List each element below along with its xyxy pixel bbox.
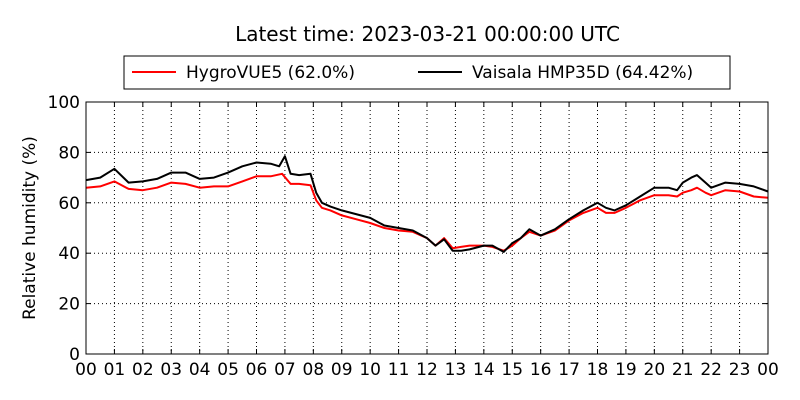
series-layer	[85, 155, 769, 253]
series-line-2	[85, 155, 769, 253]
x-tick-label: 23	[729, 360, 751, 380]
x-tick-label: 00	[757, 360, 779, 380]
y-tick-label: 40	[58, 244, 80, 264]
x-tick-label: 17	[558, 360, 580, 380]
x-tick-label: 10	[359, 360, 381, 380]
legend-label-2: Vaisala HMP35D (64.42%)	[472, 63, 693, 83]
x-tick-label: 07	[274, 360, 296, 380]
x-tick-label: 20	[644, 360, 666, 380]
x-tick-label: 13	[445, 360, 467, 380]
x-tick-label: 21	[672, 360, 694, 380]
x-tick-label: 03	[160, 360, 182, 380]
x-tick-labels: 00 01 02 03 04 05 06 07 08 09 10 11 12 13 14 15 16 17 18 19…	[75, 360, 779, 380]
grid	[86, 102, 768, 354]
x-tick-label: 04	[189, 360, 211, 380]
y-tick-labels: 0 20 40 60 80 100	[48, 93, 80, 365]
x-tick-label: 19	[615, 360, 637, 380]
x-tick-label: 16	[530, 360, 552, 380]
y-tick-label: 0	[69, 345, 80, 365]
legend-label-1: HygroVUE5 (62.0%)	[186, 63, 355, 83]
y-tick-label: 20	[58, 295, 80, 315]
y-tick-label: 80	[58, 143, 80, 163]
y-axis-label: Relative humidity (%)	[20, 136, 40, 320]
chart-title: Latest time: 2023-03-21 00:00:00 UTC	[235, 22, 620, 46]
x-tick-label: 09	[331, 360, 353, 380]
x-tick-label: 02	[132, 360, 154, 380]
y-tick-label: 60	[58, 194, 80, 214]
series-line-1	[85, 172, 769, 252]
x-tick-label: 14	[473, 360, 495, 380]
x-tick-label: 18	[587, 360, 609, 380]
x-tick-label: 06	[246, 360, 268, 380]
x-tick-label: 01	[104, 360, 126, 380]
x-tick-label: 05	[217, 360, 239, 380]
x-tick-label: 12	[416, 360, 438, 380]
plot-frame	[85, 101, 769, 355]
x-tick-label: 15	[501, 360, 523, 380]
x-tick-label: 08	[303, 360, 325, 380]
x-tick-label: 11	[388, 360, 410, 380]
x-tick-label: 00	[75, 360, 97, 380]
y-tick-label: 100	[48, 93, 80, 113]
ticks	[85, 101, 769, 355]
x-tick-label: 22	[700, 360, 722, 380]
legend: HygroVUE5 (62.0%) Vaisala HMP35D (64.42%)	[123, 55, 731, 90]
